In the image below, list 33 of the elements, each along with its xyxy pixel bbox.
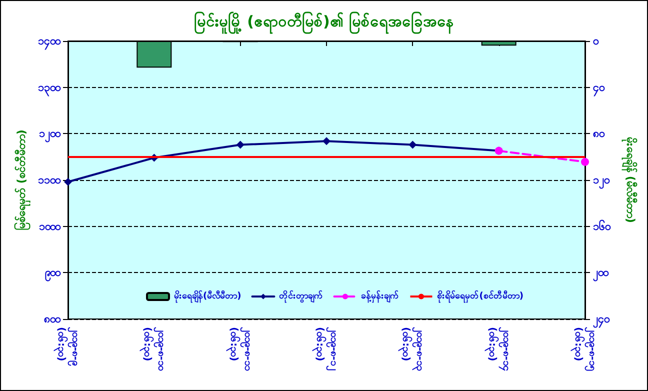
legend-label: မိုးရေချိန်(မီလီမီတာ) <box>174 290 242 304</box>
y-tick-label: ၁၂၀၀ <box>39 127 61 144</box>
legend-label: ခန့်မှန်းချက် <box>361 290 400 304</box>
y2-tick-label: ၈၀ <box>593 127 605 140</box>
x-tick-label: ၂၀၁၉-၈-၁၄ (၀၆:၃၀) <box>483 327 512 370</box>
chart-title: မြင်းမူမြို့ (ဧရာဝတီမြစ်)၏ မြစ်ရေအခြေအနေ <box>194 10 454 34</box>
point <box>64 178 72 186</box>
y-tick-label: ၁၃၀၀ <box>38 80 61 97</box>
x-tick-label: ၂၀၁၉-၈-၁၂ (၀၆:၃၀) <box>311 327 339 370</box>
y-tick-label: ၈၀၀ <box>44 312 61 326</box>
legend-label: စိုးရိမ်ရေမှတ်(စင်တီမီတာ) <box>437 290 524 304</box>
x-tick-label: ၂၀၁၉-၈-၉ (၀၆:၃၀) <box>52 327 80 366</box>
legend-label: တိုင်းတွာချက် <box>279 290 324 304</box>
y2-tick-label: ၂၄၀ <box>593 312 610 328</box>
y-tick-label: ၁၀၀၀ <box>39 220 61 233</box>
y-tick-label: ၁၁၀၀ <box>38 174 61 186</box>
y2-tick-label: ၄၀ <box>593 80 605 97</box>
x-tick-label: ၂၀၁၉-၈-၁၅ (၀၆:၃၀) <box>570 327 598 370</box>
x-tick-label: ၂၀၁၉-၈-၁၃ (၀၆:၃၀) <box>397 327 426 370</box>
point <box>581 158 589 166</box>
y2-tick-label: ၂၀၀ <box>593 266 609 282</box>
point <box>236 140 244 149</box>
x-tick-label: ၂၀၁၉-၈-၁၀ (၀၆:၃၀) <box>138 327 167 370</box>
point <box>322 137 330 146</box>
y2-tick-label: ၁၂၀ <box>593 174 610 190</box>
y2-axis-title: မိုးရေချိန် (မီလီမီတာ) <box>621 137 638 223</box>
y2-tick-label: ၀ <box>593 34 599 48</box>
y2-tick-label: ၁၆၀ <box>593 220 611 233</box>
point <box>408 140 417 149</box>
y-tick-label: ၁၄၀၀ <box>38 34 61 50</box>
y-axis-title: မြစ်ရေမှတ် (စင်တီမီတာ) <box>13 130 32 230</box>
x-tick-label: ၂၀၁၉-၈-၁၁ (၀၆:၃၀) <box>224 327 253 370</box>
y-tick-label: ၉၀၀ <box>45 266 61 282</box>
